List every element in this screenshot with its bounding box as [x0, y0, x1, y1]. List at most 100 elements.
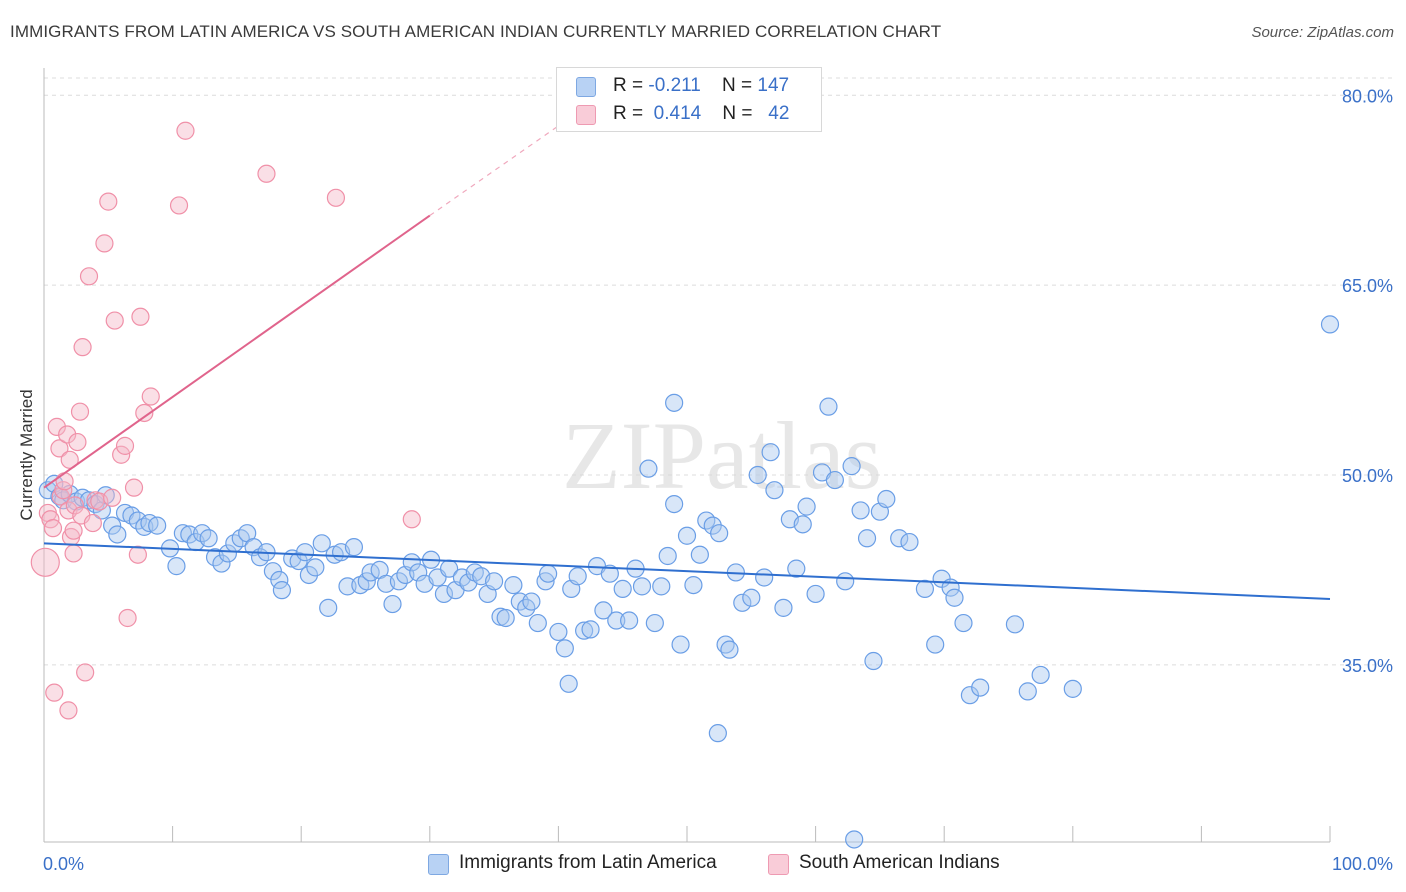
- legend-n-label: N =: [721, 75, 753, 96]
- data-point-latin-america: [825, 470, 844, 490]
- bottom-legend-swatch-pink: [768, 854, 789, 875]
- data-point-south-american-indians: [43, 519, 63, 538]
- data-point-latin-america: [671, 635, 690, 654]
- data-point-south-american-indians: [64, 521, 83, 540]
- data-point-latin-america: [960, 686, 980, 705]
- data-point-latin-america: [632, 577, 652, 596]
- trend-line-south-american-indians: [43, 214, 431, 489]
- data-point-south-american-indians: [59, 701, 78, 720]
- data-point-latin-america: [568, 567, 587, 586]
- data-point-latin-america: [295, 543, 315, 562]
- data-point-latin-america: [954, 613, 973, 633]
- data-point-latin-america: [108, 525, 127, 544]
- data-point-latin-america: [658, 546, 677, 566]
- data-point-south-american-indians: [112, 445, 131, 464]
- data-point-south-american-indians: [103, 488, 122, 507]
- data-point-latin-america: [218, 544, 237, 563]
- data-point-latin-america: [684, 575, 703, 595]
- data-point-latin-america: [677, 526, 697, 545]
- data-point-latin-america: [199, 529, 218, 548]
- data-point-south-american-indians: [131, 307, 150, 326]
- data-point-latin-america: [690, 545, 709, 564]
- data-point-latin-america: [103, 516, 122, 535]
- correlation-legend: R = -0.211 N = 147 R = 0.414 N = 42: [556, 67, 822, 132]
- data-point-latin-america: [504, 575, 523, 595]
- series-south-american-indians: [30, 121, 421, 720]
- data-point-latin-america: [806, 584, 825, 604]
- bottom-legend-label: South American Indians: [799, 852, 1000, 873]
- legend-n-value: 147: [757, 75, 790, 96]
- data-point-latin-america: [434, 584, 454, 604]
- data-point-latin-america: [306, 558, 325, 577]
- data-point-latin-america: [167, 557, 186, 576]
- data-point-south-american-indians: [47, 417, 66, 436]
- data-point-latin-america: [312, 534, 331, 553]
- x-tick-label: 0.0%: [43, 854, 84, 874]
- legend-n-value: 42: [768, 103, 790, 124]
- data-point-south-american-indians: [128, 545, 147, 564]
- data-point-latin-america: [1005, 615, 1025, 634]
- data-point-latin-america: [496, 608, 515, 628]
- data-point-latin-america: [665, 494, 684, 514]
- x-tick-label: 100.0%: [1332, 854, 1393, 874]
- bottom-legend-label: Immigrants from Latin America: [459, 852, 717, 873]
- data-point-south-american-indians: [64, 544, 83, 563]
- data-point-south-american-indians: [326, 188, 346, 207]
- legend-n-label: N =: [722, 103, 753, 124]
- data-point-latin-america: [607, 611, 626, 630]
- tick-labels: 35.0% 50.0% 65.0% 80.0% 0.0% 100.0%: [43, 86, 1393, 874]
- source-label: Source: ZipAtlas.com: [1251, 24, 1394, 41]
- data-point-south-american-indians: [169, 196, 189, 215]
- trend-lines: [43, 107, 1331, 601]
- data-point-south-american-indians: [257, 164, 276, 183]
- data-point-latin-america: [890, 529, 909, 548]
- data-point-latin-america: [708, 724, 727, 743]
- y-tick-label: 35.0%: [1342, 656, 1393, 676]
- data-point-latin-america: [665, 393, 684, 412]
- data-point-latin-america: [581, 620, 600, 639]
- data-point-latin-america: [620, 611, 639, 630]
- data-point-south-american-indians: [115, 436, 135, 455]
- data-point-latin-america: [613, 579, 632, 598]
- legend-swatch-blue: [576, 77, 596, 97]
- data-point-south-american-indians: [30, 547, 60, 577]
- data-point-latin-america: [748, 465, 767, 485]
- y-tick-label: 50.0%: [1342, 466, 1393, 486]
- data-point-latin-america: [272, 581, 292, 600]
- data-point-latin-america: [703, 516, 722, 535]
- data-point-south-american-indians: [76, 663, 95, 682]
- data-point-south-american-indians: [70, 402, 90, 421]
- data-point-latin-america: [180, 525, 199, 544]
- axes: [43, 68, 1331, 843]
- data-point-latin-america: [877, 489, 896, 509]
- data-point-latin-america: [926, 635, 945, 654]
- data-point-south-american-indians: [65, 496, 84, 515]
- data-point-latin-america: [774, 598, 793, 617]
- data-point-latin-america: [528, 613, 547, 633]
- legend-r-value: -0.211: [648, 75, 701, 96]
- data-point-latin-america: [148, 516, 167, 535]
- data-point-south-american-indians: [55, 472, 74, 491]
- legend-swatch-pink: [576, 105, 596, 125]
- data-point-south-american-indians: [68, 432, 87, 452]
- data-point-latin-america: [819, 397, 838, 416]
- legend-r-value: 0.414: [653, 103, 702, 124]
- data-point-latin-america: [945, 588, 964, 607]
- legend-r-label: R =: [613, 75, 644, 96]
- data-point-latin-america: [710, 524, 729, 543]
- data-point-latin-america: [319, 598, 338, 617]
- data-point-latin-america: [575, 621, 594, 640]
- data-point-latin-america: [600, 564, 619, 583]
- data-point-south-american-indians: [73, 338, 92, 357]
- data-point-latin-america: [645, 613, 664, 633]
- data-point-latin-america: [594, 601, 613, 620]
- data-point-south-american-indians: [105, 311, 124, 330]
- chart-title: IMMIGRANTS FROM LATIN AMERICA VS SOUTH A…: [10, 22, 942, 41]
- data-point-latin-america: [409, 563, 428, 582]
- data-point-latin-america: [733, 593, 752, 612]
- data-point-latin-america: [720, 640, 739, 659]
- data-point-south-american-indians: [58, 425, 77, 444]
- data-point-latin-america: [549, 622, 568, 642]
- data-point-latin-america: [402, 553, 421, 572]
